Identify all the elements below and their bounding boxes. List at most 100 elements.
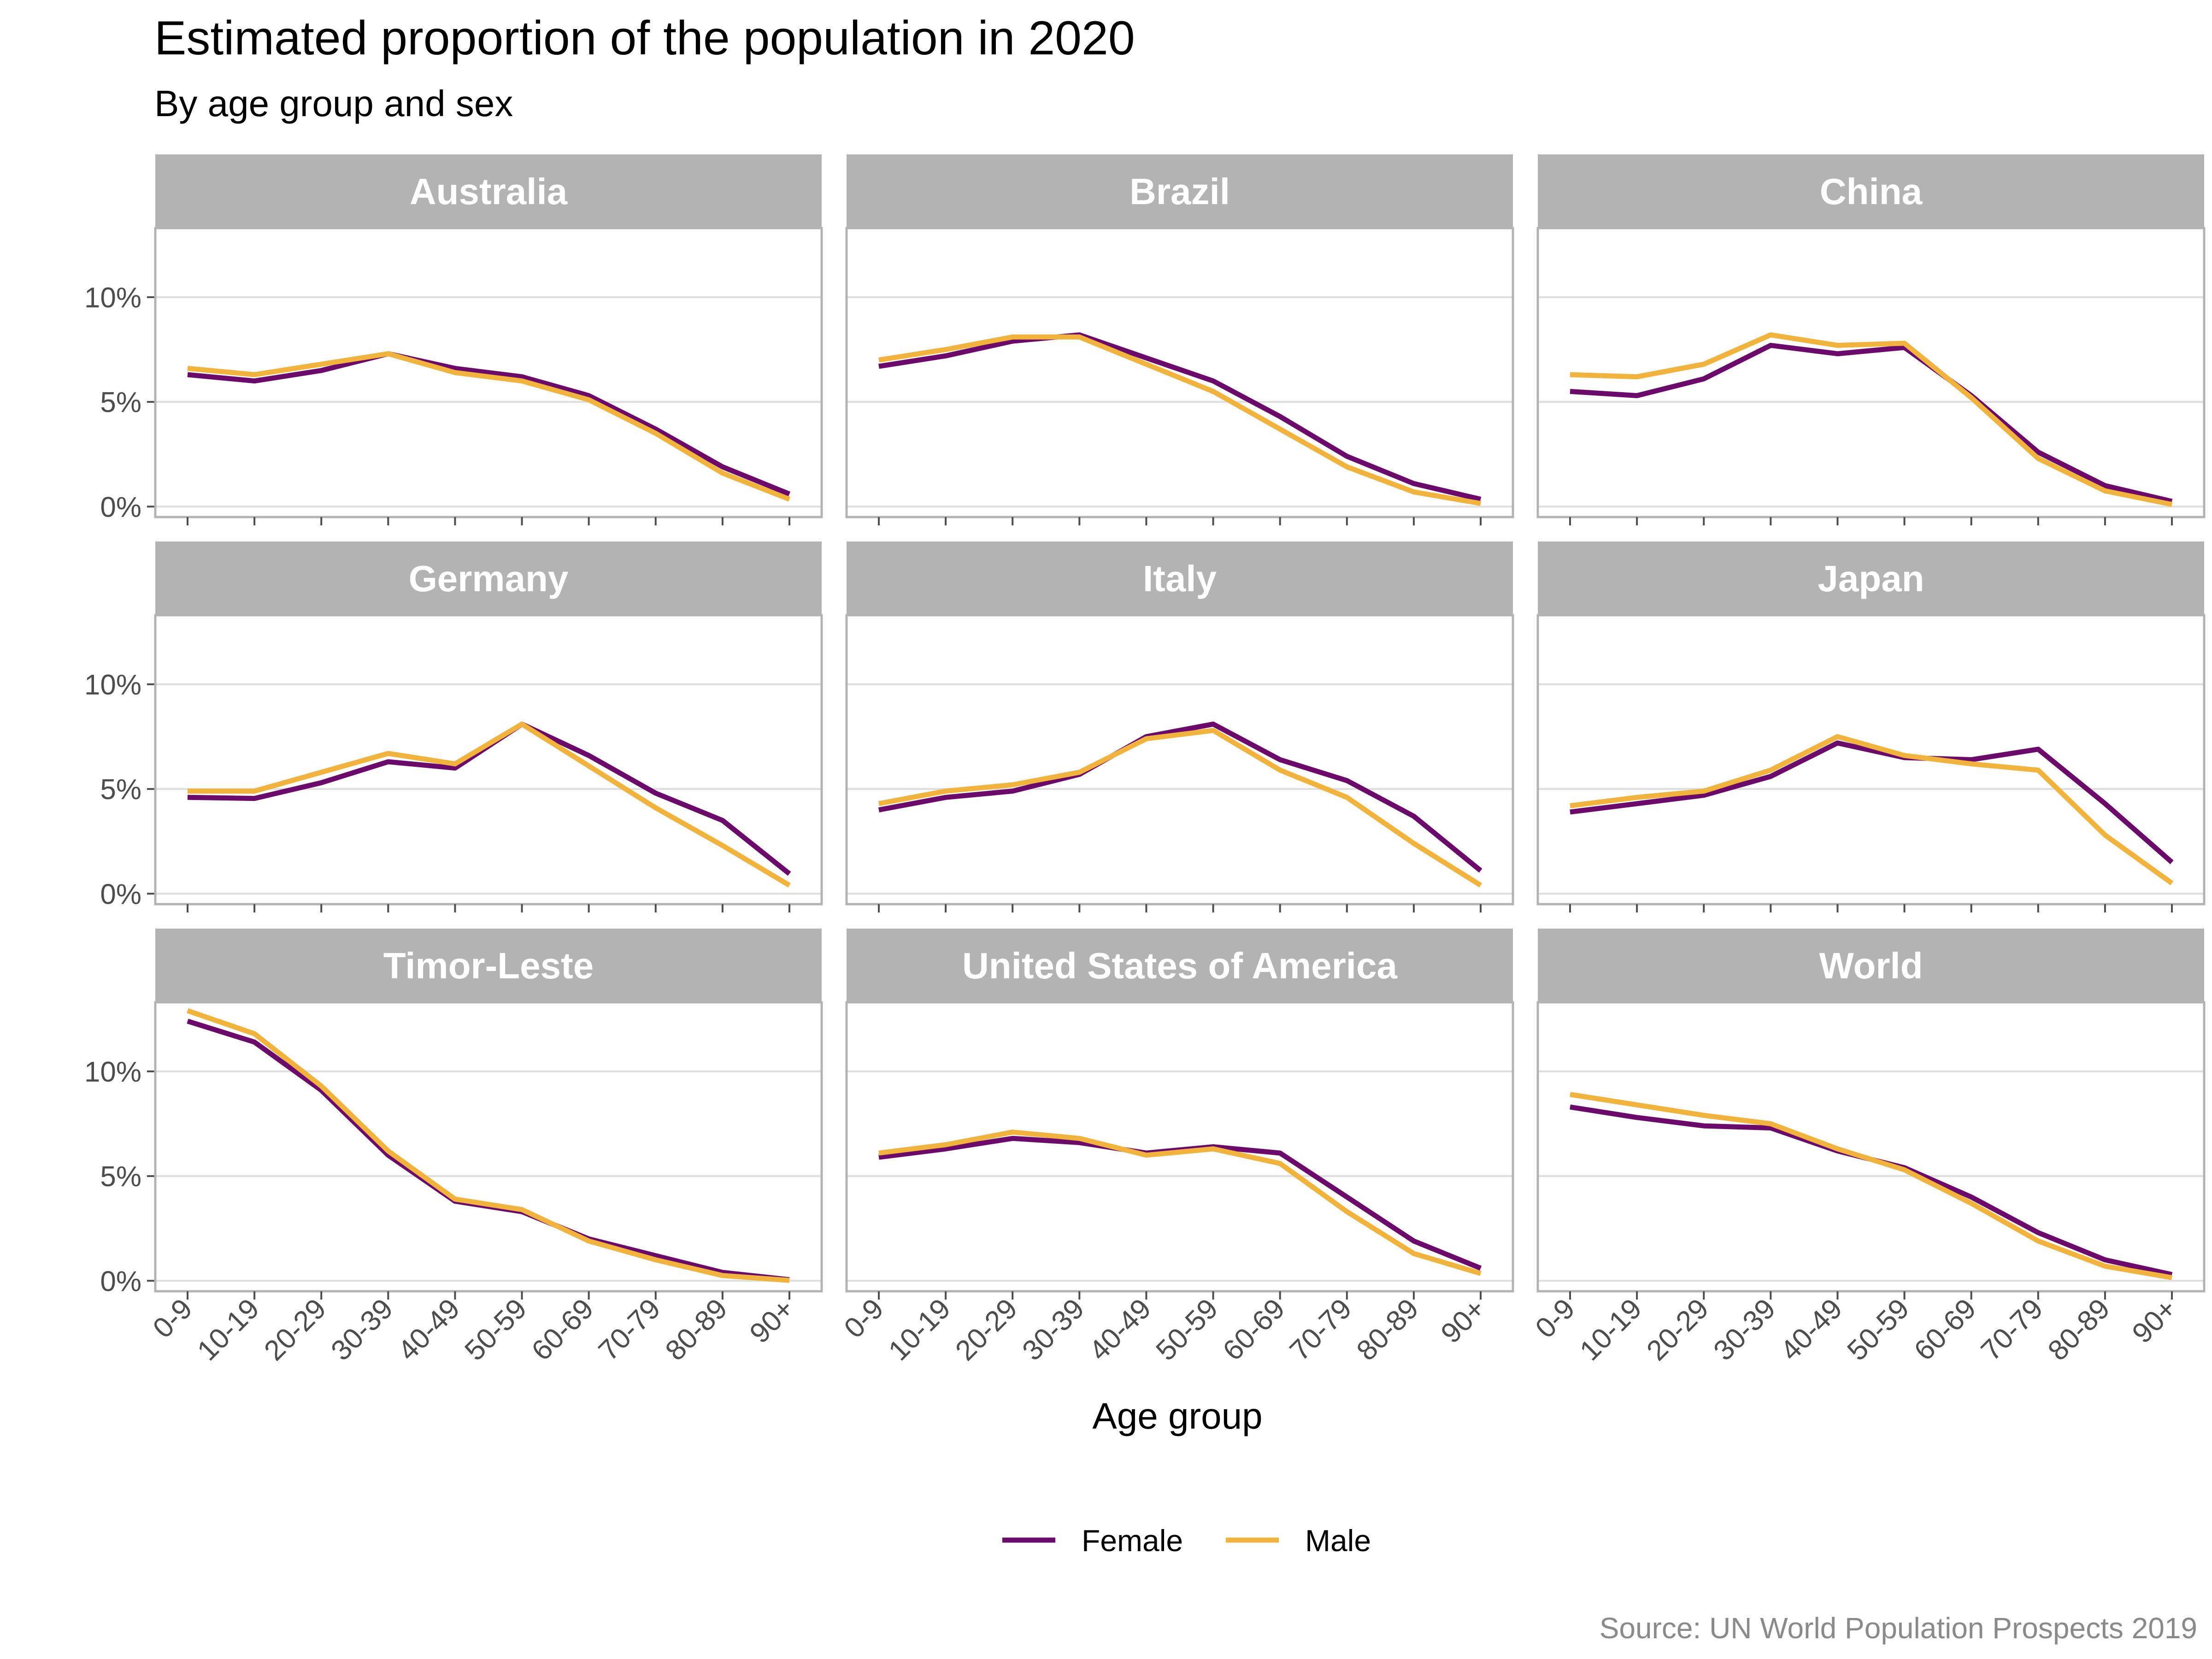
panel-strip-label: Australia [410, 171, 568, 212]
x-tick-label: 0-9 [838, 1293, 890, 1344]
panel-strip [847, 929, 1513, 1002]
x-tick-label: 0-9 [1530, 1293, 1581, 1344]
x-tick-label: 90+ [2126, 1293, 2183, 1349]
x-tick-label: 60-69 [1217, 1293, 1291, 1367]
series-line-male [1570, 734, 2174, 886]
x-tick-label: 40-49 [392, 1293, 466, 1367]
panel-strip [155, 154, 822, 228]
panel-australia: Australia 0% 5% 10% [84, 154, 823, 525]
chart-title: Estimated proportion of the population i… [154, 12, 1135, 65]
series-line-male [187, 1008, 790, 1283]
panel-frame [845, 614, 1514, 906]
panel-strip [1538, 154, 2204, 228]
x-tick-label: 10-19 [1574, 1293, 1648, 1367]
x-tick-label: 30-39 [1707, 1293, 1782, 1367]
x-tick-label: 70-79 [1975, 1293, 2049, 1367]
y-tick-label: 10% [84, 669, 141, 701]
x-tick-label: 80-89 [1351, 1293, 1425, 1367]
panel-brazil: Brazil [845, 154, 1514, 525]
x-tick-label: 50-59 [1150, 1293, 1224, 1367]
panel-strip [155, 929, 822, 1002]
x-tick-label: 60-69 [1908, 1293, 1983, 1367]
panel-timor-leste: Timor-Leste 0% 5% 10% 0-910-1920-2930-3940-4… [84, 929, 823, 1367]
y-tick-label: 5% [100, 387, 141, 418]
series-line-male [1570, 1092, 2172, 1280]
panel-italy: Italy [845, 541, 1514, 912]
series-line-male [878, 728, 1482, 888]
panel-frame [845, 1001, 1514, 1293]
panel-strip-label: China [1820, 171, 1923, 212]
series-line-female [878, 1135, 1482, 1271]
panel-strip-label: Italy [1143, 558, 1217, 599]
panel-united-states-of-america: United States of America 0-910-1920-2930-… [838, 929, 1514, 1367]
series-line-female [1570, 342, 2173, 504]
panel-frame [1536, 614, 2206, 906]
x-tick-label: 20-29 [1641, 1293, 1715, 1367]
chart-caption: Source: UN World Population Prospects 20… [1600, 1612, 2197, 1645]
x-tick-label: 20-29 [949, 1293, 1024, 1367]
panel-strip-label: World [1819, 945, 1923, 986]
panel-strip [1538, 541, 2204, 615]
series-line-male [878, 1130, 1482, 1276]
y-tick-label: 10% [84, 1056, 141, 1088]
panel-frame [845, 227, 1514, 518]
x-tick-label: 30-39 [1016, 1293, 1090, 1367]
panel-strip-label: Timor-Leste [383, 945, 594, 986]
series-line-female [878, 721, 1483, 873]
x-tick-label: 0-9 [147, 1293, 199, 1344]
x-tick-label: 10-19 [882, 1293, 957, 1367]
series-line-female [187, 1018, 790, 1282]
panel-frame [1536, 227, 2206, 518]
panel-strip [847, 541, 1513, 615]
x-axis-title: Age group [1092, 1395, 1262, 1436]
y-tick-label: 0% [100, 491, 141, 523]
series-line-male [878, 334, 1481, 506]
x-tick-label: 40-49 [1774, 1293, 1848, 1367]
x-tick-label: 90+ [1435, 1293, 1492, 1349]
series-line-female [1570, 1104, 2173, 1277]
panel-japan: Japan [1536, 541, 2206, 912]
x-tick-label: 80-89 [659, 1293, 734, 1367]
x-tick-label: 40-49 [1083, 1293, 1157, 1367]
series-line-male [1570, 332, 2173, 507]
legend-label: Female [1082, 1524, 1183, 1558]
x-tick-label: 20-29 [258, 1293, 332, 1367]
x-tick-label: 70-79 [1284, 1293, 1358, 1367]
series-line-female [1570, 740, 2174, 865]
legend-entry-male: Male [1226, 1524, 1371, 1558]
panel-china: China [1536, 154, 2206, 525]
series-line-male [187, 351, 791, 502]
panel-strip [1538, 929, 2204, 1002]
x-tick-label: 90+ [744, 1293, 800, 1349]
panel-strip [847, 154, 1513, 228]
x-tick-label: 50-59 [1841, 1293, 1916, 1367]
panel-frame [154, 614, 823, 906]
panel-frame [154, 227, 823, 518]
x-tick-label: 10-19 [191, 1293, 265, 1367]
legend-entry-female: Female [1002, 1524, 1183, 1558]
panel-germany: Germany 0% 5% 10% [84, 541, 823, 912]
y-tick-label: 0% [100, 1265, 141, 1297]
panel-strip-label: Brazil [1130, 171, 1230, 212]
y-tick-label: 10% [84, 282, 141, 314]
panel-strip-label: Japan [1818, 558, 1924, 599]
x-tick-label: 80-89 [2042, 1293, 2116, 1367]
panel-frame [154, 1001, 823, 1293]
panel-strip [155, 541, 822, 615]
y-tick-label: 5% [100, 774, 141, 806]
x-tick-label: 70-79 [593, 1293, 667, 1367]
legend: Female Male [1002, 1524, 1371, 1558]
x-tick-label: 60-69 [526, 1293, 600, 1367]
panel-strip-label: United States of America [962, 945, 1397, 986]
series-line-male [188, 721, 791, 888]
panel-grid: Australia 0% 5% 10% Brazil China Germany 0% 5% 10… [84, 154, 2206, 1367]
panel-strip-label: Germany [409, 558, 569, 599]
panel-world: World 0-910-1920-2930-3940-4950-5960-6970… [1530, 929, 2206, 1367]
chart-subtitle: By age group and sex [154, 83, 513, 124]
x-tick-label: 30-39 [325, 1293, 399, 1367]
y-tick-label: 0% [100, 878, 141, 910]
series-line-female [878, 332, 1482, 502]
y-tick-label: 5% [100, 1161, 141, 1193]
x-tick-label: 50-59 [459, 1293, 533, 1367]
